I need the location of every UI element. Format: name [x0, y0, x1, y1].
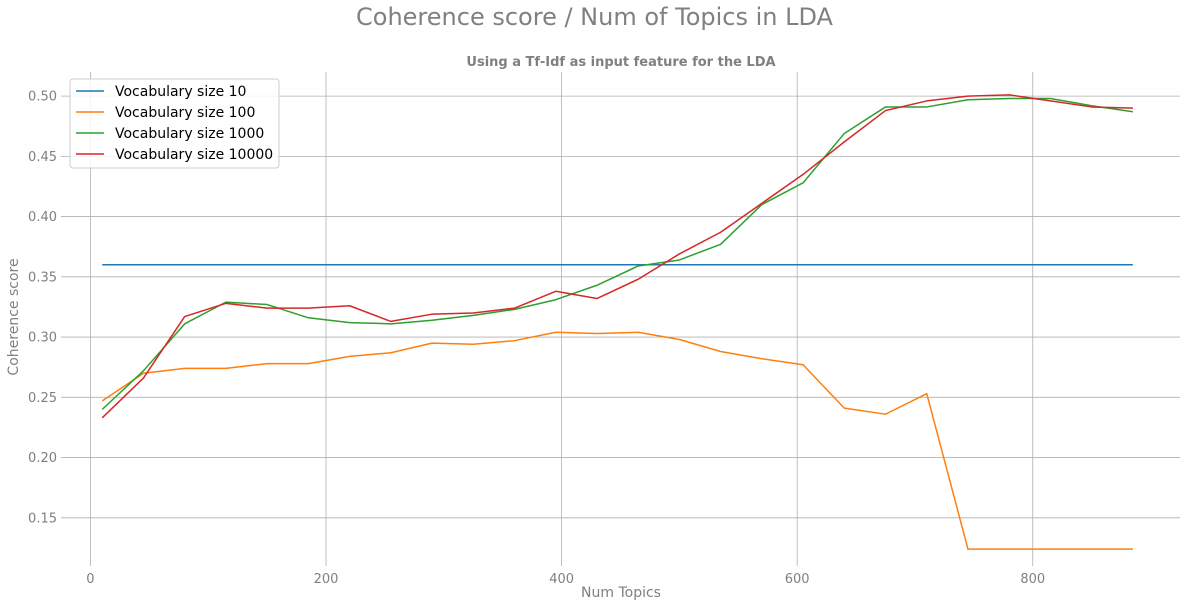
y-axis-label: Coherence score: [6, 258, 22, 375]
x-tick-label: 800: [1020, 572, 1045, 587]
y-tick-label: 0.40: [28, 210, 57, 225]
x-tick-label: 400: [549, 572, 574, 587]
x-axis-label: Num Topics: [581, 585, 661, 601]
y-tick-label: 0.25: [28, 391, 57, 406]
legend-label: Vocabulary size 10: [115, 84, 246, 100]
y-tick-label: 0.30: [28, 331, 57, 346]
x-tick-label: 200: [314, 572, 339, 587]
y-tick-label: 0.50: [28, 90, 57, 105]
x-tick-label: 0: [86, 572, 94, 587]
chart-title: Using a Tf-Idf as input feature for the …: [466, 55, 775, 70]
series-line-4: [101, 94, 1133, 419]
axis-ticks: 0 200 400 600 800 0.15 0.20 0.25 0.30 0.35 0.40 0.4…: [28, 90, 1045, 587]
series-line-3: [101, 97, 1133, 410]
legend-label: Vocabulary size 100: [115, 105, 255, 121]
y-tick-label: 0.35: [28, 270, 57, 285]
grid-lines: [61, 72, 1180, 566]
y-tick-label: 0.20: [28, 451, 57, 466]
figure-title: Coherence score / Num of Topics in LDA: [356, 3, 833, 31]
y-tick-label: 0.15: [28, 511, 57, 526]
series-lines: [101, 94, 1133, 550]
x-tick-label: 600: [785, 572, 810, 587]
legend-label: Vocabulary size 1000: [115, 126, 264, 142]
y-tick-label: 0.45: [28, 150, 57, 165]
legend-label: Vocabulary size 10000: [115, 147, 273, 163]
legend-box: [69, 78, 280, 169]
series-line-2: [101, 331, 1133, 550]
legend: Vocabulary size 10 Vocabulary size 100 Voc…: [69, 78, 280, 169]
